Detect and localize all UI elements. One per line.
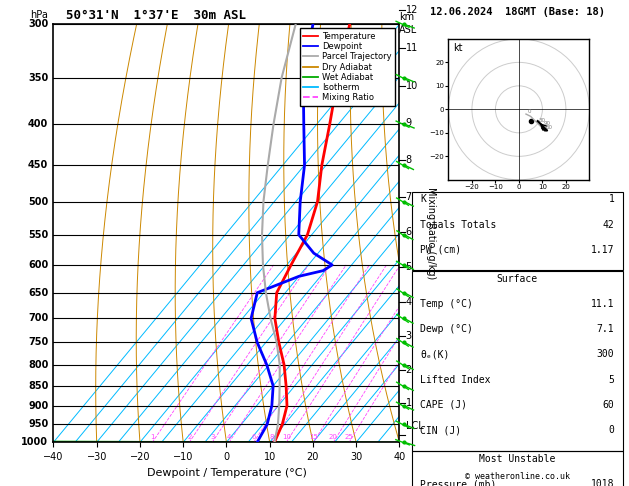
Text: 1018: 1018: [591, 479, 615, 486]
Text: .: .: [402, 383, 403, 388]
Bar: [412, 192, 623, 270]
Text: 700: 700: [28, 313, 48, 324]
Text: 750: 750: [28, 337, 48, 347]
Text: 6: 6: [406, 227, 412, 237]
Text: 8: 8: [406, 156, 412, 165]
Text: .: .: [402, 199, 403, 204]
Text: 7.1: 7.1: [597, 324, 615, 334]
Text: Most Unstable: Most Unstable: [479, 454, 555, 464]
Text: .: .: [402, 122, 403, 127]
Text: 800: 800: [28, 360, 48, 370]
Text: 450: 450: [28, 160, 48, 170]
Text: 12.06.2024  18GMT (Base: 18): 12.06.2024 18GMT (Base: 18): [430, 7, 605, 17]
Text: 11.1: 11.1: [591, 299, 615, 309]
Text: 10: 10: [406, 81, 418, 91]
Text: kt: kt: [453, 43, 462, 53]
Text: 30: 30: [539, 118, 546, 123]
Text: 950: 950: [28, 419, 48, 430]
Text: 5: 5: [608, 375, 615, 385]
Bar: [412, 271, 623, 451]
Text: θₑ(K): θₑ(K): [420, 349, 450, 360]
Text: 2: 2: [187, 434, 191, 440]
Text: 600: 600: [28, 260, 48, 270]
Text: CAPE (J): CAPE (J): [420, 400, 467, 410]
Legend: Temperature, Dewpoint, Parcel Trajectory, Dry Adiabat, Wet Adiabat, Isotherm, Mi: Temperature, Dewpoint, Parcel Trajectory…: [300, 29, 395, 105]
Text: Temp (°C): Temp (°C): [420, 299, 473, 309]
Text: 4: 4: [227, 434, 231, 440]
Text: 650: 650: [28, 288, 48, 298]
Text: 60: 60: [603, 400, 615, 410]
Text: km: km: [399, 12, 415, 22]
Text: 1.17: 1.17: [591, 245, 615, 255]
Text: 15: 15: [309, 434, 318, 440]
Text: 2: 2: [406, 365, 412, 375]
Text: .: .: [402, 440, 403, 445]
Text: .: .: [402, 75, 403, 80]
Text: 0: 0: [527, 109, 531, 114]
Text: .: .: [402, 316, 403, 321]
Text: Dewp (°C): Dewp (°C): [420, 324, 473, 334]
Text: .: .: [402, 232, 403, 237]
Text: 6: 6: [252, 434, 256, 440]
Text: 300: 300: [597, 349, 615, 360]
Text: 350: 350: [28, 73, 48, 83]
Text: 1: 1: [150, 434, 155, 440]
Text: 0: 0: [608, 425, 615, 435]
Text: K: K: [420, 194, 426, 205]
Text: LCL: LCL: [406, 421, 423, 431]
Text: .: .: [402, 162, 403, 168]
Text: Pressure (mb): Pressure (mb): [420, 479, 497, 486]
Text: ASL: ASL: [399, 25, 418, 35]
X-axis label: Dewpoint / Temperature (°C): Dewpoint / Temperature (°C): [147, 468, 306, 478]
Text: 3: 3: [406, 331, 412, 341]
Text: 60: 60: [546, 125, 553, 130]
Text: .: .: [402, 22, 403, 27]
Text: 42: 42: [603, 220, 615, 230]
Text: 50°31'N  1°37'E  30m ASL: 50°31'N 1°37'E 30m ASL: [66, 9, 246, 22]
Text: 400: 400: [28, 119, 48, 129]
Text: .: .: [402, 422, 403, 427]
Text: 550: 550: [28, 230, 48, 240]
Text: 10: 10: [282, 434, 291, 440]
Text: 8: 8: [270, 434, 274, 440]
Text: Mixing Ratio (g/kg): Mixing Ratio (g/kg): [426, 187, 435, 279]
Text: .: .: [402, 362, 403, 367]
Text: .: .: [402, 290, 403, 295]
Text: 90: 90: [543, 121, 550, 125]
Text: Lifted Index: Lifted Index: [420, 375, 491, 385]
Text: 1: 1: [608, 194, 615, 205]
Text: © weatheronline.co.uk: © weatheronline.co.uk: [465, 472, 570, 481]
Text: 12: 12: [406, 5, 418, 15]
Text: CIN (J): CIN (J): [420, 425, 462, 435]
Text: 900: 900: [28, 400, 48, 411]
Text: 20: 20: [329, 434, 338, 440]
Text: 5: 5: [406, 262, 412, 272]
Text: Totals Totals: Totals Totals: [420, 220, 497, 230]
Text: 500: 500: [28, 197, 48, 207]
Text: .: .: [402, 340, 403, 345]
Text: 7: 7: [406, 192, 412, 202]
Text: 4: 4: [406, 297, 412, 307]
Text: Surface: Surface: [497, 274, 538, 284]
Text: 25: 25: [345, 434, 353, 440]
Text: .: .: [402, 262, 403, 267]
Text: 3: 3: [210, 434, 214, 440]
Text: 1000: 1000: [21, 437, 48, 447]
Text: 9: 9: [406, 118, 412, 128]
Text: hPa: hPa: [30, 10, 48, 20]
Text: 300: 300: [28, 19, 48, 29]
Text: 11: 11: [406, 43, 418, 53]
Text: 850: 850: [28, 381, 48, 391]
Text: .: .: [402, 403, 403, 408]
Bar: [412, 451, 623, 486]
Text: 1: 1: [406, 398, 412, 408]
Text: PW (cm): PW (cm): [420, 245, 462, 255]
